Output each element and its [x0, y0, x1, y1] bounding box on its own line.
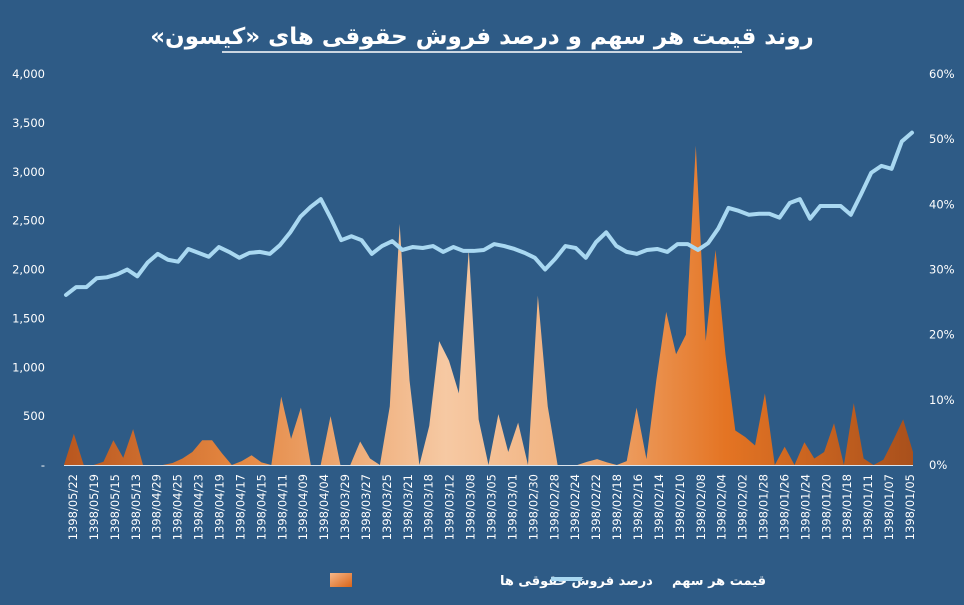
y-left-tick-label: 500	[23, 409, 45, 423]
legend: درصد فروش حقوقی ها قیمت هر سهم	[330, 573, 766, 589]
x-tick-label: 1398/04/23	[192, 474, 206, 540]
x-tick-label: 1398/03/01	[505, 474, 519, 540]
x-tick-label: 1398/02/08	[694, 474, 708, 540]
series-area	[64, 145, 913, 465]
x-tick-label: 1398/03/25	[380, 474, 394, 540]
y-right-tick-label: 20%	[929, 328, 955, 342]
x-tick-label: 1398/02/02	[736, 474, 750, 540]
x-tick-label: 1398/01/26	[777, 474, 791, 540]
y-right-tick-label: 60%	[929, 67, 955, 81]
line-series-path	[64, 130, 914, 297]
x-tick-label: 1398/05/13	[129, 474, 143, 540]
x-tick-label: 1398/03/18	[422, 474, 436, 540]
x-tick-label: 1398/02/18	[610, 474, 624, 540]
y-left-tick-label: 1,500	[12, 311, 45, 325]
y-left-tick-label: 2,000	[12, 263, 45, 277]
x-tick-label: 1398/04/11	[275, 474, 289, 540]
y-right-tick-label: 40%	[929, 197, 955, 211]
x-tick-label: 1398/04/04	[317, 474, 331, 540]
x-tick-label: 1398/02/16	[631, 474, 645, 540]
x-tick-label: 1398/02/10	[673, 474, 687, 540]
x-tick-label: 1398/05/19	[87, 474, 101, 540]
y-right-tick-label: 10%	[929, 393, 955, 407]
y-right-tick-label: 30%	[929, 263, 955, 277]
x-tick-label: 1398/05/15	[108, 474, 122, 540]
x-tick-label: 1398/02/28	[547, 474, 561, 540]
x-tick-label: 1398/03/05	[485, 474, 499, 540]
chart-title: روند قیمت هر سهم و درصد فروش حقوقی های «…	[150, 24, 814, 50]
area-series-path	[64, 145, 913, 465]
x-tick-label: 1398/04/09	[296, 474, 310, 540]
legend-swatch-area	[330, 573, 352, 587]
x-tick-label: 1398/03/21	[401, 474, 415, 540]
x-tick-label: 1398/02/14	[652, 474, 666, 540]
x-tick-label: 1398/02/22	[589, 474, 603, 540]
x-axis: 1398/01/05 1398/01/07 1398/01/11 1398/01/18…	[64, 465, 917, 540]
x-tick-label: 1398/03/08	[464, 474, 478, 540]
y-left-tick-label: -	[41, 458, 45, 472]
y-left-tick-label: 1,000	[12, 360, 45, 374]
x-tick-label: 1398/01/07	[882, 474, 896, 540]
y-left-tick-label: 4,000	[12, 67, 45, 81]
y-left-tick-label: 3,000	[12, 165, 45, 179]
y-axis-right: 0% 10% 20% 30% 40% 50% 60%	[929, 67, 955, 472]
x-tick-label: 1398/02/30	[526, 474, 540, 540]
x-tick-label: 1398/02/24	[568, 474, 582, 540]
x-tick-label: 1398/03/12	[443, 474, 457, 540]
x-tick-label: 1398/04/29	[150, 474, 164, 540]
x-tick-label: 1398/04/25	[171, 474, 185, 540]
x-tick-label: 1398/03/27	[359, 474, 373, 540]
chart-title-group: روند قیمت هر سهم و درصد فروش حقوقی های «…	[150, 24, 814, 53]
series-line	[64, 130, 914, 297]
x-tick-label: 1398/05/22	[66, 474, 80, 540]
x-tick-label: 1398/01/05	[903, 474, 917, 540]
legend-label-line: قیمت هر سهم	[672, 574, 766, 589]
x-tick-label: 1398/03/29	[338, 474, 352, 540]
y-axis-left: - 500 1,000 1,500 2,000 2,500 3,000 3,500 4,000	[12, 67, 45, 472]
x-tick-label: 1398/04/19	[212, 474, 226, 540]
x-tick-label: 1398/04/17	[233, 474, 247, 540]
x-tick-label: 1398/04/15	[254, 474, 268, 540]
y-right-tick-label: 0%	[929, 458, 947, 472]
y-left-tick-label: 2,500	[12, 214, 45, 228]
legend-label-area: درصد فروش حقوقی ها	[500, 574, 653, 589]
x-tick-label: 1398/01/28	[757, 474, 771, 540]
y-left-tick-label: 3,500	[12, 116, 45, 130]
x-tick-label: 1398/01/18	[840, 474, 854, 540]
x-tick-label: 1398/01/24	[798, 474, 812, 540]
x-tick-label: 1398/02/04	[715, 474, 729, 540]
x-tick-label: 1398/01/11	[861, 474, 875, 540]
y-right-tick-label: 50%	[929, 132, 955, 146]
x-tick-label: 1398/01/20	[819, 474, 833, 540]
